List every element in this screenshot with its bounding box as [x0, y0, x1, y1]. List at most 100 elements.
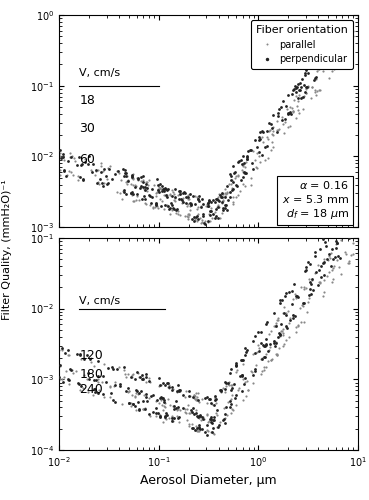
Point: [326, 268, 332, 276]
Point: [85, 369, 91, 377]
Point: [164, 186, 170, 194]
Point: [61, 150, 66, 158]
Point: [227, 188, 233, 196]
Point: [240, 172, 246, 180]
Point: [157, 413, 163, 421]
Point: [348, 252, 354, 260]
Point: [323, 58, 328, 66]
Point: [240, 376, 246, 384]
Point: [270, 132, 276, 140]
Point: [322, 62, 328, 70]
Point: [147, 378, 153, 386]
Point: [130, 181, 136, 189]
Point: [299, 302, 305, 310]
Point: [332, 54, 338, 62]
Point: [144, 184, 150, 192]
Point: [121, 166, 127, 174]
Point: [321, 49, 327, 57]
Point: [177, 190, 183, 198]
Point: [156, 382, 162, 390]
Point: [153, 404, 159, 412]
Point: [264, 127, 270, 135]
Point: [312, 268, 318, 276]
Point: [297, 304, 303, 312]
Point: [277, 330, 283, 338]
Point: [177, 190, 183, 198]
Point: [254, 148, 260, 156]
Point: [76, 154, 82, 162]
Point: [204, 410, 210, 418]
Point: [265, 154, 271, 162]
Point: [223, 202, 229, 209]
Point: [200, 414, 206, 422]
Point: [306, 275, 312, 283]
Point: [264, 133, 270, 141]
Point: [176, 413, 182, 421]
Point: [273, 338, 279, 346]
Point: [268, 120, 274, 128]
Point: [116, 170, 122, 177]
Point: [185, 192, 191, 200]
Point: [195, 195, 201, 203]
Point: [342, 20, 348, 28]
Point: [335, 56, 341, 64]
Point: [196, 398, 202, 406]
Point: [168, 200, 174, 207]
Point: [134, 190, 140, 198]
Point: [225, 196, 231, 204]
Point: [302, 69, 308, 77]
Point: [65, 375, 71, 383]
Point: [166, 206, 172, 214]
Point: [264, 318, 270, 326]
Point: [263, 336, 269, 344]
Point: [106, 179, 111, 187]
Point: [190, 409, 196, 417]
Point: [218, 190, 224, 198]
Point: [198, 416, 204, 424]
Point: [225, 380, 231, 388]
Point: [207, 414, 213, 422]
Point: [242, 169, 248, 177]
Point: [150, 202, 156, 210]
Point: [265, 136, 270, 143]
Point: [233, 368, 239, 376]
Point: [295, 106, 301, 114]
Point: [158, 393, 164, 401]
Point: [290, 314, 296, 322]
Point: [262, 144, 268, 152]
Point: [312, 74, 318, 82]
Point: [194, 427, 200, 435]
Point: [86, 376, 92, 384]
Point: [113, 170, 118, 178]
Point: [209, 428, 215, 436]
Point: [232, 402, 238, 409]
Point: [244, 377, 250, 385]
Point: [344, 46, 350, 54]
Point: [192, 392, 197, 400]
Point: [329, 278, 335, 286]
Point: [209, 214, 215, 222]
Point: [185, 210, 191, 218]
Point: [143, 373, 149, 381]
Point: [198, 219, 204, 227]
Point: [163, 185, 169, 193]
Point: [175, 207, 181, 215]
Point: [68, 365, 73, 373]
Point: [239, 372, 245, 380]
Point: [189, 408, 195, 416]
Point: [163, 414, 169, 422]
Point: [207, 211, 213, 219]
Point: [100, 372, 106, 380]
X-axis label: Aerosol Diameter, μm: Aerosol Diameter, μm: [140, 474, 277, 487]
Point: [306, 70, 311, 78]
Point: [270, 337, 276, 345]
Point: [172, 196, 178, 204]
Point: [68, 168, 74, 176]
Point: [271, 322, 277, 330]
Point: [286, 333, 292, 341]
Point: [227, 404, 233, 411]
Point: [195, 210, 201, 218]
Point: [180, 198, 186, 205]
Text: 240: 240: [79, 383, 103, 396]
Point: [65, 376, 70, 384]
